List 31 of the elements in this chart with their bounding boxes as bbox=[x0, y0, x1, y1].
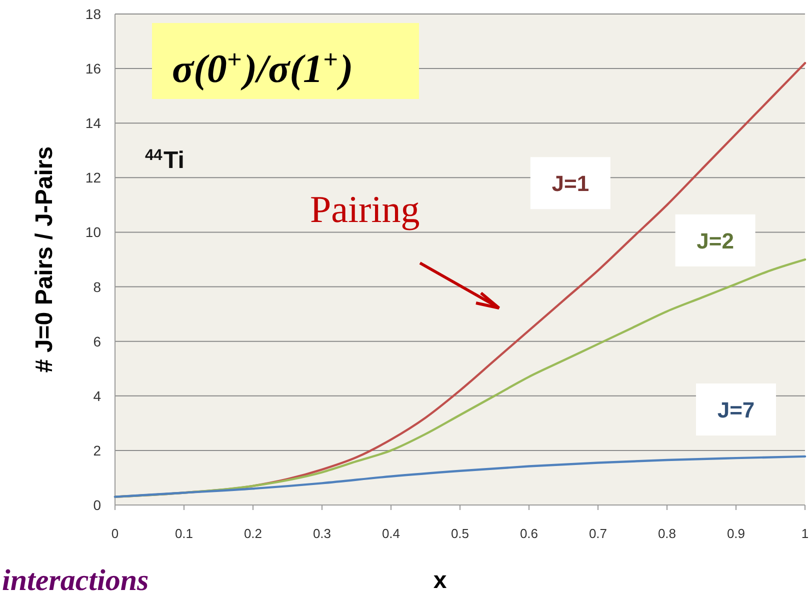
y-tick-label: 6 bbox=[93, 333, 102, 350]
y-axis-title: # J=0 Pairs / J-Pairs bbox=[31, 146, 58, 373]
x-tick-label: 0.7 bbox=[588, 526, 608, 541]
series-label: J=2 bbox=[696, 228, 734, 254]
y-tick-label: 12 bbox=[85, 170, 102, 186]
x-tick-label: 0 bbox=[111, 526, 119, 541]
x-tick-label: 0.9 bbox=[726, 526, 746, 541]
x-tick-label: 0.8 bbox=[658, 526, 676, 541]
y-tick-label: 4 bbox=[93, 388, 102, 404]
y-tick-label: 14 bbox=[85, 115, 102, 132]
series-label: J=7 bbox=[717, 398, 755, 423]
text: interactions bbox=[2, 564, 149, 595]
y-tick-label: 16 bbox=[85, 60, 102, 77]
line-series bbox=[114, 455, 806, 498]
x-tick-label: 0.4 bbox=[382, 526, 400, 541]
y-tick-label: 0 bbox=[93, 497, 102, 513]
x-tick-label: 0.3 bbox=[312, 526, 332, 541]
x-tick-label: 0.2 bbox=[244, 526, 262, 541]
annotation: Pairing bbox=[310, 189, 420, 231]
x-tick-label: 1 bbox=[801, 526, 809, 541]
x-tick-label: 0.1 bbox=[174, 526, 194, 541]
y-tick-label: 18 bbox=[85, 6, 102, 22]
x-axis-title: x bbox=[433, 567, 448, 594]
y-tick-label: 2 bbox=[93, 442, 102, 458]
x-tick-label: 0.6 bbox=[520, 526, 538, 541]
text: J=1 bbox=[552, 171, 590, 196]
y-tick-label: 8 bbox=[93, 278, 102, 295]
text: σ(0$^{+}$)/σ(1$^{+}$) bbox=[172, 44, 354, 91]
x-tick-label: 0.5 bbox=[450, 526, 470, 541]
y-tick-label: 10 bbox=[85, 224, 102, 240]
annotation: $^{44}$Ti bbox=[145, 146, 184, 174]
